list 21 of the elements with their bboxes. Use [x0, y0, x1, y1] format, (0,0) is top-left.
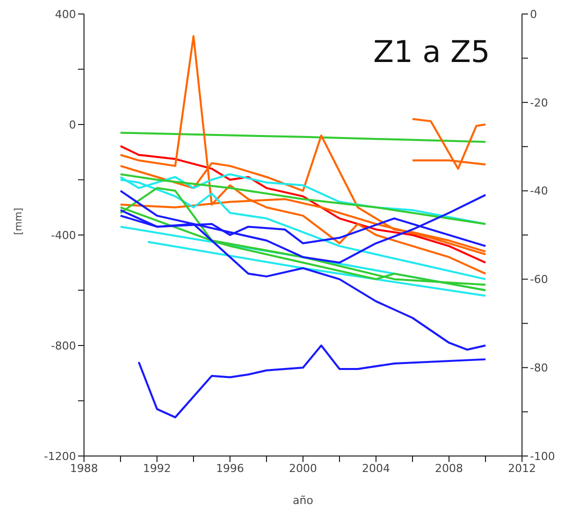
x-tick-label: 2000	[289, 462, 317, 475]
text: Z1 a Z5	[373, 35, 490, 70]
y2-tick-label: 0	[530, 8, 537, 21]
x-tick-label: 1996	[216, 462, 244, 475]
x-tick-label: 1988	[70, 462, 98, 475]
y-tick-label: -400	[51, 228, 76, 242]
x-axis-title: año	[292, 494, 314, 507]
x-tick-label: 1992	[143, 462, 171, 475]
y-tick-label: -800	[51, 339, 76, 352]
y2-tick-label: -40	[530, 184, 548, 198]
y2-tick-label: -100	[530, 450, 555, 463]
x-tick-label: 2008	[435, 462, 463, 475]
y2-tick-label: -60	[530, 273, 548, 286]
x-tick-label: 2004	[362, 462, 390, 475]
y2-tick-label: -20	[530, 96, 548, 110]
y-axis-title: [mm]	[14, 208, 25, 235]
y-tick-label: -1200	[44, 450, 76, 463]
y-tick-label: 400	[55, 8, 76, 21]
y2-tick-label: -80	[530, 362, 548, 375]
x-tick-label: 2012	[508, 462, 536, 475]
y-tick-label: 0	[69, 118, 76, 132]
